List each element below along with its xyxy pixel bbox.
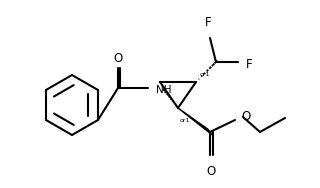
Text: or1: or1 (200, 71, 210, 77)
Text: NH: NH (156, 85, 172, 95)
Text: or1: or1 (180, 118, 190, 123)
Polygon shape (178, 108, 212, 135)
Text: O: O (206, 165, 216, 178)
Text: F: F (205, 16, 211, 29)
Text: F: F (246, 58, 252, 70)
Text: O: O (241, 111, 250, 124)
Text: O: O (113, 52, 123, 64)
